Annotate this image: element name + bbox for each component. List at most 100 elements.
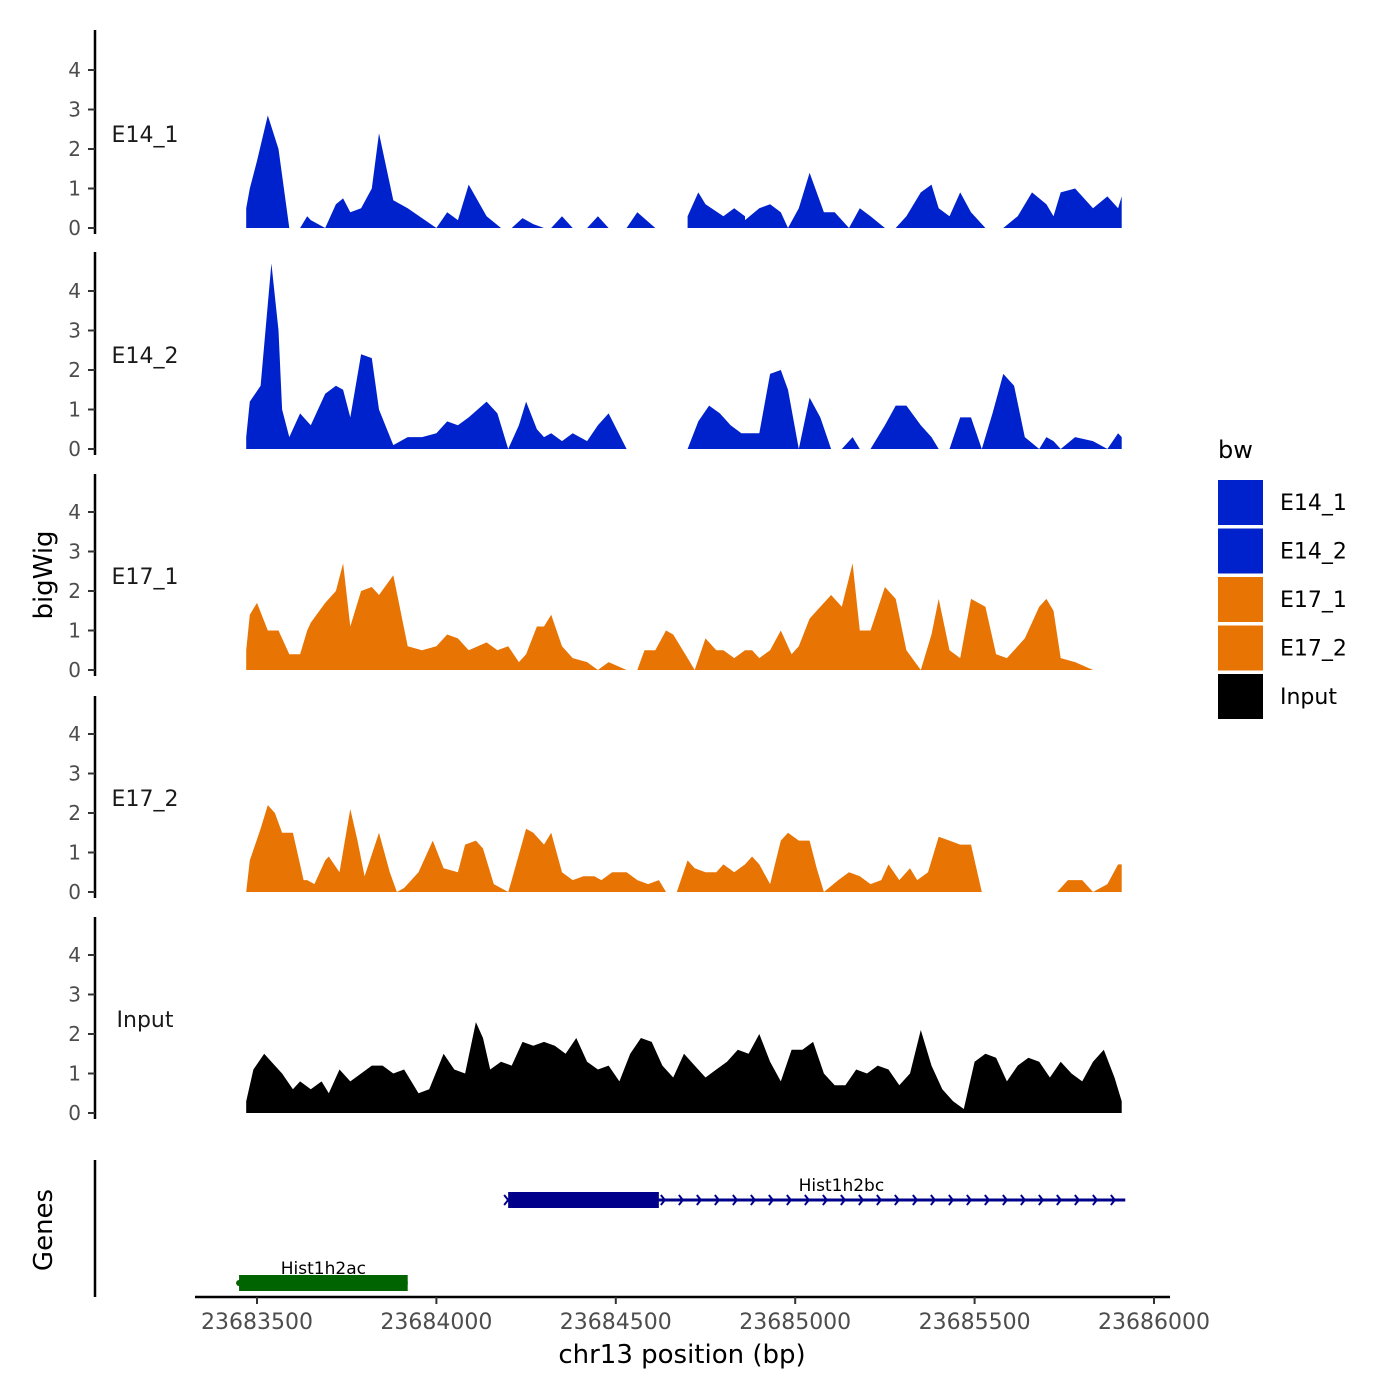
legend-item-Input: Input	[1218, 674, 1337, 719]
strand-arrow	[696, 1194, 703, 1206]
legend-swatch	[1218, 577, 1263, 622]
legend-swatch	[1218, 480, 1263, 525]
y-tick-label: 3	[68, 319, 81, 343]
y-tick-label: 3	[68, 983, 81, 1007]
y-tick-label: 0	[68, 880, 81, 904]
x-axis-title: chr13 position (bp)	[558, 1340, 805, 1370]
y-tick-label: 3	[68, 762, 81, 786]
y-tick-label: 1	[68, 177, 81, 201]
legend-item-E14_1: E14_1	[1218, 480, 1347, 525]
y-tick-label: 3	[68, 98, 81, 122]
strand-arrow	[503, 1194, 510, 1206]
series-area-E17_2	[246, 805, 1122, 892]
y-tick-label: 2	[68, 801, 81, 825]
legend: bw E14_1 E14_2 E17_1 E17_2 Input	[1218, 436, 1347, 719]
y-tick-label: 2	[68, 137, 81, 161]
legend-swatch	[1218, 674, 1263, 719]
strand-arrow	[930, 1194, 937, 1206]
y-tick-label: 0	[68, 658, 81, 682]
y-tick-label: 1	[68, 1062, 81, 1086]
series-area-Input	[246, 1022, 1122, 1113]
strand-arrow	[966, 1194, 973, 1206]
strand-arrow	[984, 1194, 991, 1206]
x-tick-label: 23684000	[380, 1310, 492, 1335]
series-area-E17_1	[246, 563, 1122, 670]
x-tick-label: 23685000	[739, 1310, 851, 1335]
strand-arrow	[236, 1280, 243, 1286]
strand-arrow	[660, 1194, 667, 1206]
y-tick-label: 2	[68, 358, 81, 382]
strand-arrow	[804, 1194, 811, 1206]
x-tick-label: 23686000	[1098, 1310, 1210, 1335]
track-E14_1: 0 1 2 3 4 E14_1	[68, 30, 1122, 240]
strand-arrow	[822, 1194, 829, 1206]
y-tick-label: 4	[68, 500, 81, 524]
strand-arrow	[948, 1194, 955, 1206]
strand-arrow	[912, 1194, 919, 1206]
strand-arrow	[1056, 1194, 1063, 1206]
y-tick-label: 0	[68, 216, 81, 240]
strand-arrow	[732, 1194, 739, 1206]
gene-Hist1h2bc: Hist1h2bc	[503, 1176, 1126, 1208]
track-E17_1: 0 1 2 3 4 E17_1	[68, 474, 1122, 682]
y-axis-title: bigWig	[29, 530, 59, 619]
y-tick-label: 4	[68, 943, 81, 967]
series-area-E14_2	[246, 263, 1122, 449]
strand-arrow	[858, 1194, 865, 1206]
track-E14_2: 0 1 2 3 4 E14_2	[68, 252, 1122, 461]
track-label: E14_1	[112, 123, 179, 148]
legend-item-E17_1: E17_1	[1218, 577, 1347, 622]
y-tick-label: 0	[68, 437, 81, 461]
series-area-E14_1	[246, 115, 1122, 228]
genes-axis-title: Genes	[29, 1189, 59, 1271]
strand-arrow	[678, 1194, 685, 1206]
y-tick-label: 4	[68, 722, 81, 746]
gene-exon	[508, 1192, 659, 1208]
strand-arrow	[840, 1194, 847, 1206]
x-tick-label: 23683500	[201, 1310, 313, 1335]
track-E17_2: 0 1 2 3 4 E17_2	[68, 696, 1122, 904]
strand-arrow	[1002, 1194, 1009, 1206]
bigwig-tracks: 0 1 2 3 4 E14_1 0 1 2 3 4 E14_2 0 1 2 3 4 E17_1 0 1 2 3 4 E17_2…	[68, 30, 1122, 1125]
strand-arrow	[1038, 1194, 1045, 1206]
legend-label: E17_1	[1280, 588, 1347, 613]
gene-Hist1h2ac: Hist1h2ac	[236, 1259, 408, 1291]
legend-label: Input	[1280, 685, 1337, 710]
y-tick-label: 0	[68, 1101, 81, 1125]
legend-swatch	[1218, 528, 1263, 574]
strand-arrow	[1110, 1194, 1117, 1206]
track-label: E17_2	[112, 787, 179, 812]
strand-arrow	[876, 1194, 883, 1206]
strand-arrow	[714, 1194, 721, 1206]
gene-exon	[239, 1275, 408, 1291]
strand-arrow	[1074, 1194, 1081, 1206]
gene-label: Hist1h2bc	[799, 1176, 885, 1196]
y-tick-label: 1	[68, 619, 81, 643]
y-tick-label: 1	[68, 398, 81, 422]
y-tick-label: 1	[68, 841, 81, 865]
track-label: Input	[117, 1008, 174, 1033]
y-tick-label: 4	[68, 279, 81, 303]
strand-arrow	[768, 1194, 775, 1206]
y-tick-label: 2	[68, 1022, 81, 1046]
genes-panel: Hist1h2ac Hist1h2bc	[93, 1160, 1126, 1297]
strand-arrow	[786, 1194, 793, 1206]
legend-label: E17_2	[1280, 637, 1347, 662]
strand-arrow	[1092, 1194, 1099, 1206]
gene-label: Hist1h2ac	[281, 1259, 366, 1279]
track-label: E14_2	[112, 344, 179, 369]
track-Input: 0 1 2 3 4 Input	[68, 917, 1122, 1125]
strand-arrow	[750, 1194, 757, 1206]
legend-item-E17_2: E17_2	[1218, 625, 1347, 671]
y-tick-label: 2	[68, 579, 81, 603]
legend-item-E14_2: E14_2	[1218, 528, 1347, 574]
legend-swatch	[1218, 625, 1263, 671]
strand-arrow	[1020, 1194, 1027, 1206]
y-tick-label: 3	[68, 540, 81, 564]
strand-arrow	[894, 1194, 901, 1206]
legend-label: E14_1	[1280, 491, 1347, 516]
legend-label: E14_2	[1280, 540, 1347, 565]
x-tick-label: 23684500	[560, 1310, 672, 1335]
track-label: E17_1	[112, 565, 179, 590]
